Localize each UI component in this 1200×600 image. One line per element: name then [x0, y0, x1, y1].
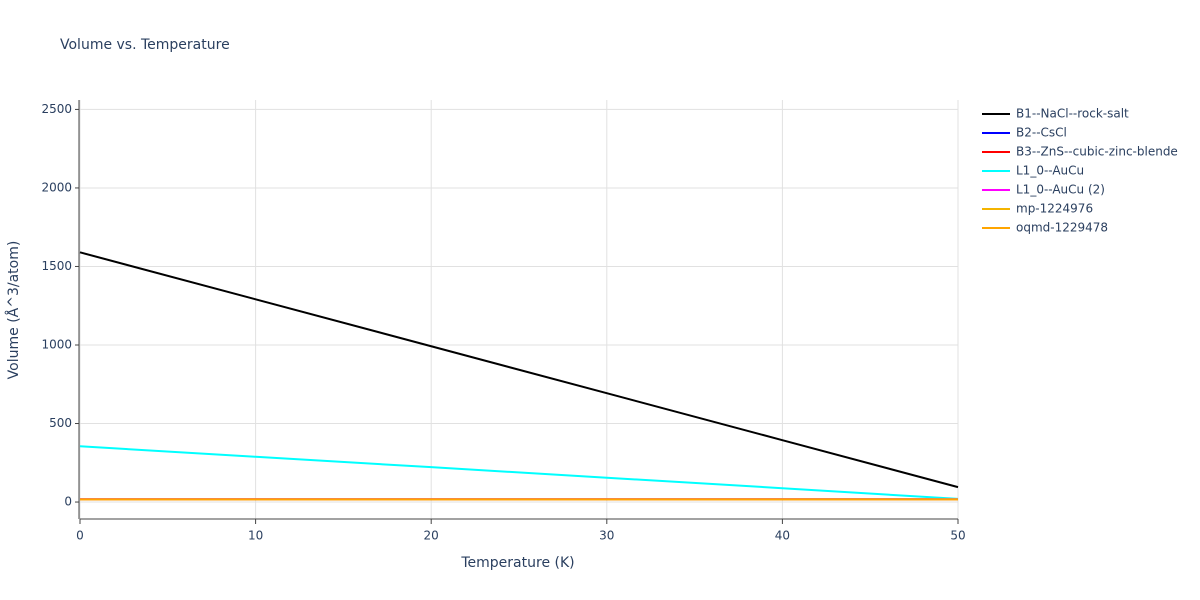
legend-label: B2--CsCl: [1016, 126, 1067, 140]
legend-label: B3--ZnS--cubic-zinc-blende: [1016, 145, 1178, 159]
legend-label: L1_0--AuCu (2): [1016, 183, 1105, 197]
y-tick-label: 2500: [41, 102, 72, 116]
x-axis-title: Temperature (K): [460, 555, 574, 571]
y-tick-label: 1500: [41, 259, 72, 273]
series-line: [79, 251, 959, 489]
series-line: [79, 445, 959, 500]
legend-label: oqmd-1229478: [1016, 221, 1108, 235]
x-tick-label: 20: [424, 529, 439, 543]
y-tick-label: 2000: [41, 180, 72, 194]
y-tick-label: 500: [49, 416, 72, 430]
legend-label: mp-1224976: [1016, 202, 1093, 216]
x-tick-label: 50: [950, 529, 965, 543]
x-tick-label: 0: [76, 529, 84, 543]
chart-title: Volume vs. Temperature: [60, 37, 230, 53]
y-axis-title: Volume (Å^3/atom): [5, 241, 22, 380]
x-tick-label: 10: [248, 529, 263, 543]
y-tick-label: 0: [64, 495, 72, 509]
x-tick-label: 40: [775, 529, 790, 543]
x-tick-label: 30: [599, 529, 614, 543]
legend-label: B1--NaCl--rock-salt: [1016, 107, 1129, 121]
y-tick-label: 1000: [41, 337, 72, 351]
legend-label: L1_0--AuCu: [1016, 164, 1084, 178]
